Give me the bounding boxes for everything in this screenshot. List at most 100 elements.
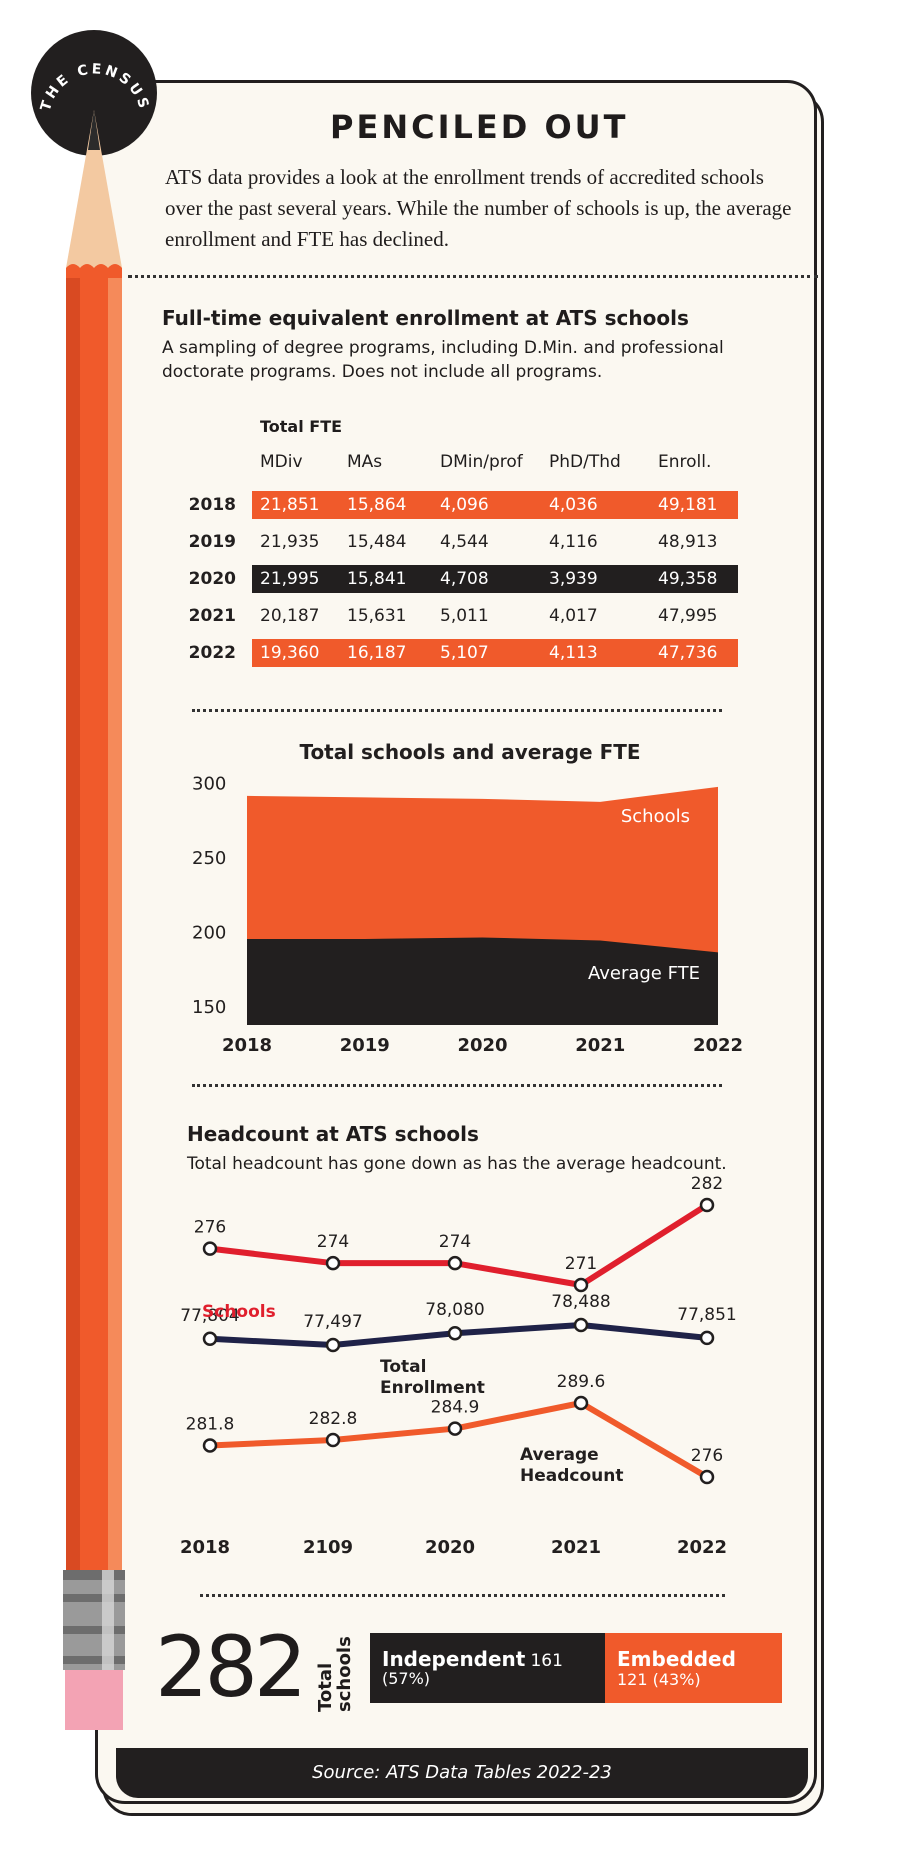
total-enrollment-value-label: 77,851 — [677, 1305, 736, 1325]
badge-circle — [31, 30, 157, 156]
table-cell: 15,484 — [347, 532, 407, 552]
average-headcount-point — [202, 1438, 218, 1453]
total-enrollment-point — [573, 1317, 589, 1333]
table-cell: 49,181 — [658, 495, 718, 515]
row-year: 2022 — [188, 643, 236, 663]
total-enrollment-point — [447, 1325, 463, 1341]
table-cell: 4,113 — [549, 643, 598, 663]
total-enrollment-point — [699, 1330, 715, 1346]
x-tick-label: 2021 — [575, 1035, 625, 1055]
average-headcount-value-label: 282.8 — [309, 1409, 358, 1429]
table-cell: 21,995 — [260, 569, 320, 589]
total-enrollment-value-label: 77,497 — [303, 1312, 362, 1332]
table-cell: 4,708 — [440, 569, 489, 589]
schools-point — [699, 1197, 715, 1213]
x-tick-label: 2018 — [222, 1035, 272, 1055]
total-schools-number: 282 — [155, 1618, 307, 1716]
schools-point — [202, 1241, 218, 1256]
source-footer: Source: ATS Data Tables 2022-23 — [116, 1748, 808, 1798]
average-headcount-point — [573, 1395, 589, 1411]
table-row: 2019 21,935 15,484 4,544 4,116 48,913 — [178, 528, 738, 556]
pencil-wood-tip — [66, 110, 122, 268]
row-year: 2020 — [188, 569, 236, 589]
area-chart-title: Total schools and average FTE — [299, 740, 640, 764]
line-chart: 276 274 274 271 282 77,804 77,497 78,080 78,488 7… — [180, 1175, 737, 1558]
divider — [192, 709, 722, 712]
fte-table-subtitle: A sampling of degree programs, including… — [162, 338, 724, 382]
pencil-eraser — [65, 1670, 123, 1730]
y-tick-label: 250 — [192, 848, 226, 869]
column-header: MAs — [347, 452, 383, 472]
schools-value-label: 276 — [194, 1218, 226, 1238]
table-cell: 5,107 — [440, 643, 489, 663]
headcount-subtitle: Total headcount has gone down as has the… — [187, 1154, 727, 1174]
average-headcount-value-label: 289.6 — [557, 1372, 606, 1392]
average-headcount-point — [699, 1469, 715, 1485]
schools-point — [325, 1255, 341, 1271]
average-series-label: Average — [520, 1445, 599, 1465]
table-row: 2020 21,995 15,841 4,708 3,939 49,358 — [178, 565, 738, 593]
schools-value-label: 274 — [439, 1232, 471, 1252]
table-cell: 19,360 — [260, 643, 320, 663]
schools-series-label: Schools — [202, 1302, 276, 1322]
enrollment-series-label: Total — [380, 1357, 426, 1377]
table-cell: 15,841 — [347, 569, 407, 589]
series-label-schools: Schools — [621, 806, 690, 827]
average-series-label: Headcount — [520, 1466, 624, 1486]
table-row: 2022 19,360 16,187 5,107 4,113 47,736 — [178, 639, 738, 667]
table-cell: 5,011 — [440, 606, 489, 626]
x-tick-label: 2020 — [457, 1035, 507, 1055]
pencil-illustration: THE CENSUS — [31, 30, 157, 1730]
fte-table-title: Full-time equivalent enrollment at ATS s… — [162, 306, 689, 330]
table-cell: 21,935 — [260, 532, 320, 552]
x-tick-label: 2022 — [693, 1035, 743, 1055]
average-headcount-value-label: 284.9 — [431, 1398, 480, 1418]
table-row: 2018 21,851 15,864 4,096 4,036 49,181 — [178, 491, 738, 519]
intro-text: ATS data provides a look at the enrollme… — [165, 165, 792, 251]
independent-segment: Independent 161 (57%) — [370, 1633, 605, 1703]
average-headcount-point — [447, 1421, 463, 1436]
divider — [200, 1594, 725, 1597]
embedded-segment: Embedded 121 (43%) — [605, 1633, 782, 1703]
table-row: 2021 20,187 15,631 5,011 4,017 47,995 — [178, 602, 738, 630]
independent-count: 161 — [530, 1651, 563, 1671]
total-schools-label: Total schools — [315, 1636, 355, 1712]
table-cell: 48,913 — [658, 532, 718, 552]
area-chart: Total schools and average FTE 300 250 200 15… — [192, 740, 743, 1055]
schools-point — [447, 1255, 463, 1271]
divider — [128, 275, 818, 278]
enrollment-series-label: Enrollment — [380, 1378, 485, 1398]
total-enrollment-point — [202, 1331, 218, 1347]
table-cell: 47,736 — [658, 643, 718, 663]
independent-percent: (57%) — [382, 1669, 431, 1688]
headcount-title: Headcount at ATS schools — [187, 1122, 479, 1146]
column-header: PhD/Thd — [549, 452, 621, 472]
total-label-line2: schools — [334, 1636, 355, 1712]
schools-value-label: 274 — [317, 1232, 349, 1252]
fte-group-label: Total FTE — [260, 417, 343, 436]
row-highlight — [252, 639, 738, 667]
x-tick-label: 2022 — [677, 1537, 727, 1558]
total-enrollment-value-label: 77,804 — [180, 1306, 239, 1326]
table-cell: 16,187 — [347, 643, 407, 663]
x-tick-label: 2019 — [340, 1035, 390, 1055]
average-headcount-point — [325, 1432, 341, 1448]
page-title: PENCILED OUT — [330, 108, 629, 146]
independent-label: Independent — [382, 1647, 526, 1671]
total-enrollment-value-label: 78,488 — [551, 1292, 610, 1312]
table-cell: 3,939 — [549, 569, 598, 589]
total-enrollment-value-label: 78,080 — [425, 1300, 484, 1320]
average-headcount-value-label: 281.8 — [186, 1414, 235, 1434]
table-cell: 15,631 — [347, 606, 407, 626]
table-cell: 4,036 — [549, 495, 598, 515]
table-cell: 4,544 — [440, 532, 489, 552]
total-label-line1: Total — [315, 1662, 336, 1712]
table-cell: 20,187 — [260, 606, 320, 626]
table-cell: 4,017 — [549, 606, 598, 626]
row-year: 2019 — [188, 532, 236, 552]
column-header: Enroll. — [658, 452, 712, 472]
schools-value-label: 271 — [565, 1254, 597, 1274]
table-cell: 21,851 — [260, 495, 320, 515]
x-tick-label: 2109 — [303, 1537, 353, 1558]
x-tick-label: 2021 — [551, 1537, 601, 1558]
